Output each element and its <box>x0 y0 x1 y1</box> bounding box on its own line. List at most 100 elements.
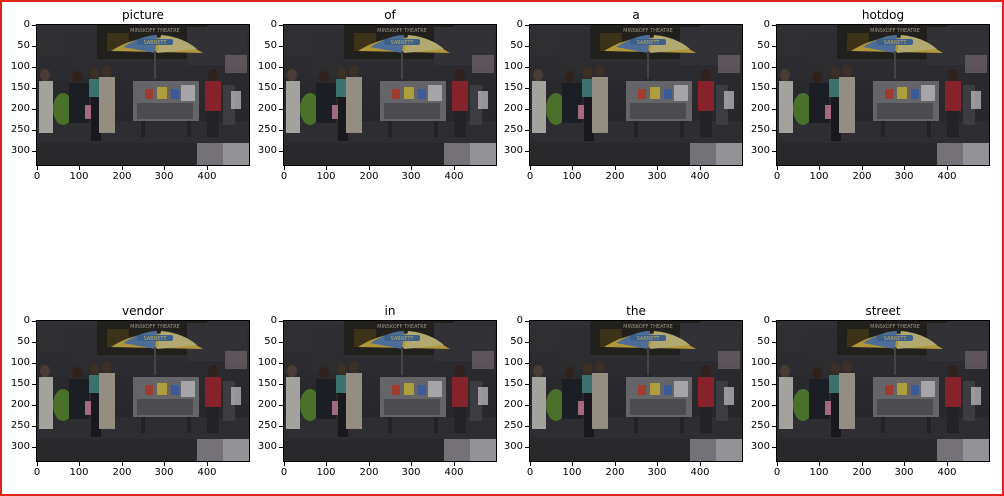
y-tick-label: 50 <box>264 336 277 347</box>
y-tick-label: 150 <box>750 82 770 93</box>
x-tick-label: 300 <box>894 171 914 182</box>
y-tick-label: 100 <box>750 357 770 368</box>
y-tick-label: 150 <box>503 378 523 389</box>
svg-text:SABRETT: SABRETT <box>144 40 168 46</box>
x-tick-label: 300 <box>401 171 421 182</box>
svg-text:SABRETT: SABRETT <box>144 336 168 342</box>
x-tick <box>411 462 412 466</box>
y-tick-label: 100 <box>503 357 523 368</box>
y-tick <box>525 130 529 131</box>
x-tick-label: 0 <box>33 171 41 182</box>
x-tick <box>454 462 455 466</box>
subplot-4: hotdog MINSKOFF THEATRE SABRETT <box>776 8 990 188</box>
y-tick-label: 250 <box>503 124 523 135</box>
y-tick-label: 150 <box>750 378 770 389</box>
y-tick <box>525 151 529 152</box>
y-tick <box>279 447 283 448</box>
y-tick-label: 100 <box>10 357 30 368</box>
y-tick <box>279 109 283 110</box>
subplot-2: of MINSKOFF THEATRE SABRETT <box>283 8 497 188</box>
y-tick <box>525 363 529 364</box>
x-tick-label: 100 <box>316 467 336 478</box>
y-tick-label: 300 <box>750 145 770 156</box>
image-axes: MINSKOFF THEATRE SABRETT <box>776 24 990 166</box>
y-tick <box>279 384 283 385</box>
y-tick <box>772 130 776 131</box>
svg-text:MINSKOFF THEATRE: MINSKOFF THEATRE <box>623 324 673 330</box>
svg-text:MINSKOFF THEATRE: MINSKOFF THEATRE <box>870 28 920 34</box>
y-tick <box>772 342 776 343</box>
x-tick-label: 200 <box>112 467 132 478</box>
x-tick-label: 200 <box>605 467 625 478</box>
y-tick-label: 100 <box>750 61 770 72</box>
svg-text:SABRETT: SABRETT <box>884 336 908 342</box>
x-tick <box>862 462 863 466</box>
x-tick <box>904 166 905 170</box>
y-tick-label: 150 <box>257 378 277 389</box>
subplot-title: the <box>626 304 646 318</box>
y-tick-label: 50 <box>757 40 770 51</box>
y-tick <box>32 321 36 322</box>
x-tick-label: 200 <box>605 171 625 182</box>
x-tick-label: 300 <box>894 467 914 478</box>
x-tick <box>615 166 616 170</box>
image-axes: MINSKOFF THEATRE SABRETT <box>776 320 990 462</box>
y-tick-label: 50 <box>757 336 770 347</box>
x-tick <box>819 462 820 466</box>
x-tick-label: 0 <box>773 171 781 182</box>
y-tick <box>525 46 529 47</box>
y-tick-label: 200 <box>503 103 523 114</box>
y-tick <box>772 88 776 89</box>
x-tick <box>79 166 80 170</box>
y-tick-label: 300 <box>10 441 30 452</box>
x-tick <box>164 462 165 466</box>
x-tick-label: 300 <box>154 467 174 478</box>
y-tick <box>772 25 776 26</box>
y-tick-label: 300 <box>503 145 523 156</box>
y-tick <box>525 342 529 343</box>
x-tick <box>572 166 573 170</box>
subplot-3: a MINSKOFF THEATRE SABRETT <box>529 8 743 188</box>
x-tick <box>572 462 573 466</box>
x-tick <box>862 166 863 170</box>
x-tick-label: 400 <box>197 171 217 182</box>
image-axes: MINSKOFF THEATRE SABRETT <box>283 24 497 166</box>
x-tick-label: 200 <box>852 467 872 478</box>
street-photo: MINSKOFF THEATRE SABRETT <box>37 25 249 165</box>
x-tick-label: 200 <box>852 171 872 182</box>
y-tick-label: 0 <box>23 19 30 30</box>
y-tick-label: 0 <box>516 19 523 30</box>
x-tick <box>777 166 778 170</box>
x-tick <box>326 462 327 466</box>
x-tick <box>284 462 285 466</box>
svg-text:MINSKOFF THEATRE: MINSKOFF THEATRE <box>130 324 180 330</box>
x-tick-label: 300 <box>154 171 174 182</box>
y-tick-label: 0 <box>763 19 770 30</box>
subplot-7: the MINSKOFF THEATRE SABRETT <box>529 304 743 484</box>
y-tick <box>772 405 776 406</box>
svg-text:SABRETT: SABRETT <box>391 40 415 46</box>
x-tick-label: 100 <box>69 467 89 478</box>
x-tick <box>326 166 327 170</box>
x-tick <box>615 462 616 466</box>
y-tick-label: 250 <box>10 420 30 431</box>
y-tick-label: 100 <box>257 357 277 368</box>
image-axes: MINSKOFF THEATRE SABRETT <box>529 320 743 462</box>
y-tick-label: 200 <box>257 399 277 410</box>
y-tick <box>32 426 36 427</box>
y-tick <box>772 109 776 110</box>
y-tick <box>525 405 529 406</box>
x-tick-label: 200 <box>359 467 379 478</box>
image-axes: MINSKOFF THEATRE SABRETT <box>36 24 250 166</box>
y-tick-label: 300 <box>257 441 277 452</box>
x-tick-label: 100 <box>562 467 582 478</box>
x-tick-label: 100 <box>809 467 829 478</box>
y-tick-label: 300 <box>10 145 30 156</box>
svg-text:SABRETT: SABRETT <box>391 336 415 342</box>
x-tick <box>369 462 370 466</box>
x-tick-label: 300 <box>647 467 667 478</box>
x-tick-label: 400 <box>937 171 957 182</box>
x-tick <box>369 166 370 170</box>
y-tick <box>279 130 283 131</box>
x-tick-label: 400 <box>937 467 957 478</box>
